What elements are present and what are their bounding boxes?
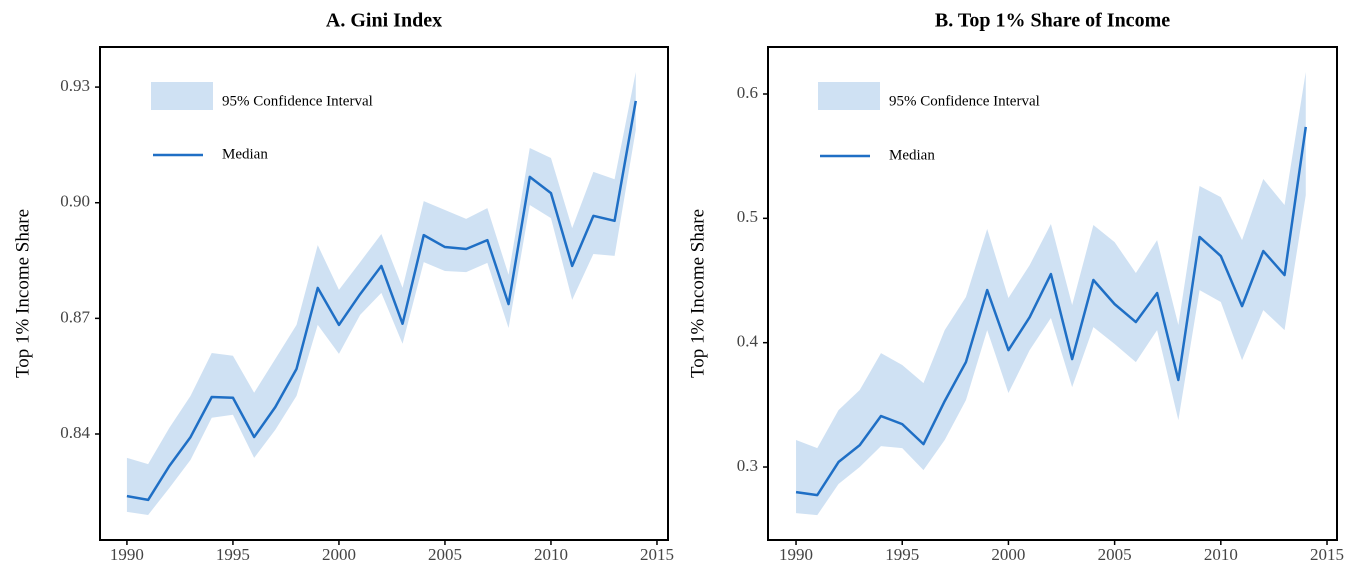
- y-axis-label: Top 1% Income Share: [12, 209, 33, 378]
- plot-frame: [767, 46, 1338, 541]
- y-tick-label: 0.6: [737, 83, 758, 102]
- legend-swatch: [818, 82, 880, 110]
- y-tick-label: 0.5: [737, 207, 758, 226]
- legend-label: 95% Confidence Interval: [222, 93, 373, 109]
- median-line: [795, 126, 1308, 497]
- x-tick-label: 2000: [991, 545, 1025, 564]
- chart-title: A. Gini Index: [326, 10, 442, 32]
- y-axis-label: Top 1% Income Share: [687, 209, 708, 378]
- chart-panel: B. Top 1% Share of Income Top 1% Income S…: [687, 10, 1344, 564]
- confidence-band: [126, 72, 636, 515]
- x-tick-label: 2010: [534, 545, 568, 564]
- x-tick-label: 2005: [1098, 545, 1132, 564]
- legend-swatch: [151, 82, 213, 110]
- x-tick-label: 2015: [640, 545, 674, 564]
- x-tick-label: 1990: [779, 545, 813, 564]
- y-tick-label: 0.87: [60, 307, 90, 326]
- legend-label: 95% Confidence Interval: [889, 93, 1040, 109]
- legend-label: Median: [222, 146, 268, 162]
- x-tick-label: 1995: [216, 545, 250, 564]
- chart-title: B. Top 1% Share of Income: [935, 10, 1170, 32]
- y-tick-label: 0.4: [737, 332, 759, 351]
- x-tick-label: 1990: [110, 545, 144, 564]
- x-tick-label: 2000: [322, 545, 356, 564]
- chart-panel: A. Gini Index Top 1% Income Share 0.84 0.87…: [12, 10, 674, 564]
- x-tick-label: 2015: [1310, 545, 1344, 564]
- y-tick-label: 0.3: [737, 456, 758, 475]
- confidence-band: [796, 71, 1306, 516]
- legend-label: Median: [889, 147, 935, 163]
- median-line: [126, 100, 638, 502]
- y-tick-label: 0.90: [60, 192, 90, 211]
- y-tick-label: 0.93: [60, 76, 90, 95]
- y-tick-label: 0.84: [60, 423, 90, 442]
- x-tick-label: 1995: [885, 545, 919, 564]
- x-tick-label: 2005: [428, 545, 462, 564]
- x-tick-label: 2010: [1204, 545, 1238, 564]
- plot-frame: [99, 46, 669, 541]
